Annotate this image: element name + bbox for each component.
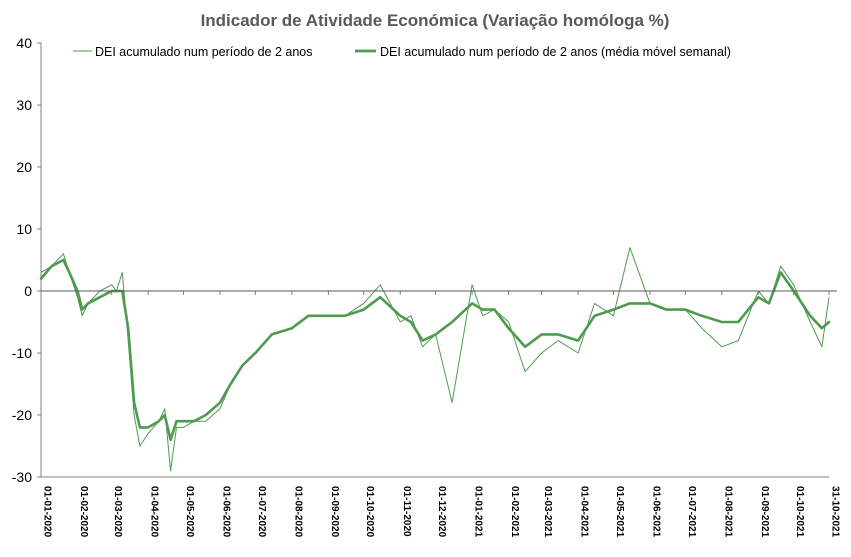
x-tick-label: 01-05-2020 (184, 486, 195, 538)
plot-area: 40 30 20 10 0 -10 -20 -30 01-01-2020 01-02-2020 01… (12, 35, 841, 538)
y-tick-label: 20 (16, 159, 32, 175)
y-tick-label: 30 (16, 97, 32, 113)
legend-label-daily: DEI acumulado num período de 2 anos (95, 45, 313, 59)
x-tick-label: 01-07-2020 (256, 486, 267, 538)
x-tick-label: 01-01-2021 (473, 486, 484, 538)
x-tick-label: 01-06-2020 (221, 486, 232, 538)
y-tick-label: 40 (16, 35, 32, 51)
x-tick-label: 01-04-2020 (149, 486, 160, 538)
x-tick-label: 01-08-2021 (722, 486, 733, 538)
series-line-daily (40, 247, 830, 472)
x-tick-label: 01-03-2021 (542, 486, 553, 538)
x-tick-label: 01-05-2021 (614, 486, 625, 538)
legend: DEI acumulado num período de 2 anos DEI … (73, 45, 731, 59)
x-tick-label: 01-09-2020 (329, 486, 340, 538)
x-tick-label: 01-06-2021 (650, 486, 661, 538)
x-tick-label: 01-02-2020 (78, 486, 89, 538)
series-line-weekly-average (39, 258, 831, 442)
chart-title: Indicador de Atividade Económica (Variaç… (201, 11, 670, 30)
x-tick-label: 01-12-2020 (436, 486, 447, 538)
y-tick-label: -10 (12, 345, 32, 361)
y-tick-label: 10 (16, 221, 32, 237)
x-tick-label: 31-10-2021 (830, 486, 841, 538)
x-tick-label: 01-10-2020 (364, 486, 375, 538)
x-tick-label: 01-10-2021 (794, 486, 805, 538)
legend-label-weekly-average: DEI acumulado num período de 2 anos (méd… (380, 45, 731, 59)
x-tick-label: 01-04-2021 (579, 486, 590, 538)
x-tick-label: 01-07-2021 (686, 486, 697, 538)
x-tick-label: 01-11-2020 (401, 486, 412, 537)
y-tick-label: -20 (12, 407, 32, 423)
y-tick-label: 0 (24, 283, 32, 299)
x-tick-label: 01-08-2020 (292, 486, 303, 538)
x-tick-label: 01-09-2021 (759, 486, 770, 538)
x-tick-label: 01-03-2020 (112, 486, 123, 538)
y-tick-label: -30 (12, 469, 32, 485)
x-tick-label: 01-01-2020 (42, 486, 53, 538)
x-tick-label: 01-02-2021 (509, 486, 520, 538)
